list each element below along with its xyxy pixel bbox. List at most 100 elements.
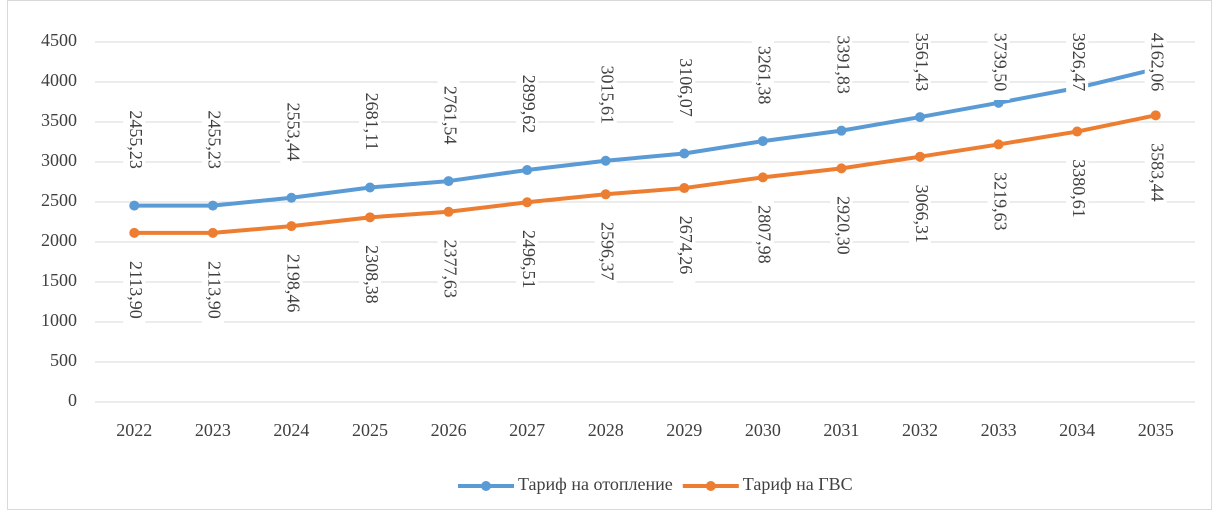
y-tick-label: 1500	[41, 270, 77, 290]
label-background	[830, 187, 853, 264]
series-marker	[522, 197, 533, 208]
x-tick-label: 2034	[1059, 420, 1095, 440]
data-label: 2920,30	[833, 196, 853, 255]
data-label: 2377,63	[440, 240, 460, 299]
x-tick-label: 2028	[588, 420, 624, 440]
label-background	[280, 245, 303, 322]
x-tick-label: 2027	[509, 420, 545, 440]
series-marker	[600, 155, 611, 166]
legend-marker	[705, 481, 716, 491]
series-marker	[365, 212, 375, 223]
data-label: 4162,06	[1148, 33, 1168, 92]
data-label: 3106,07	[676, 58, 696, 117]
data-label: 2596,37	[598, 222, 618, 281]
label-background	[909, 24, 931, 100]
data-label: 2807,98	[755, 205, 775, 264]
data-label: 2761,54	[440, 86, 460, 145]
label-background	[201, 101, 224, 178]
series-line	[134, 113, 1157, 235]
y-tick-label: 2000	[41, 230, 77, 250]
series-marker	[207, 200, 218, 211]
series-marker	[1072, 126, 1083, 137]
series-marker	[207, 227, 218, 238]
x-tick-label: 2026	[431, 420, 467, 440]
y-tick-label: 0	[68, 390, 77, 410]
label-background	[437, 230, 460, 307]
label-background	[673, 207, 696, 284]
y-tick-label: 4000	[41, 70, 77, 90]
x-tick-label: 2035	[1138, 420, 1174, 440]
series-marker	[757, 172, 768, 183]
label-background	[280, 93, 303, 170]
data-label: 3219,63	[990, 172, 1010, 231]
data-label: 3391,83	[833, 35, 853, 94]
data-label: 2308,38	[362, 245, 382, 304]
legend-marker	[481, 481, 491, 491]
data-label: 2113,90	[205, 261, 225, 319]
x-tick-label: 2029	[666, 420, 702, 440]
label-background	[1144, 24, 1167, 100]
label-background	[987, 163, 1010, 240]
y-tick-label: 4500	[41, 30, 77, 50]
label-background	[123, 101, 146, 178]
label-background	[594, 56, 617, 133]
series-marker	[443, 176, 454, 187]
x-tick-label: 2025	[352, 420, 388, 440]
data-label: 2198,46	[283, 254, 303, 313]
data-label: 2455,23	[205, 110, 225, 169]
y-tick-label: 3500	[41, 110, 77, 130]
label-background	[987, 24, 1010, 100]
x-tick-label: 2032	[902, 420, 938, 440]
y-tick-label: 2500	[41, 190, 77, 210]
series-marker	[915, 112, 925, 123]
series-marker	[522, 165, 533, 176]
x-tick-label: 2031	[823, 420, 859, 440]
series-marker	[600, 189, 611, 200]
x-tick-label: 2030	[745, 420, 781, 440]
y-tick-label: 3000	[41, 150, 77, 170]
data-label: 2455,23	[126, 110, 146, 169]
y-tick-label: 500	[50, 350, 77, 370]
series-line	[134, 67, 1157, 208]
legend-label: Тариф на ГВС	[743, 474, 853, 494]
data-label: 2113,90	[126, 261, 146, 319]
label-background	[751, 37, 774, 114]
data-label: 3926,47	[1069, 33, 1089, 92]
series-marker	[757, 136, 768, 147]
series-marker	[993, 139, 1004, 150]
y-tick-label: 1000	[41, 310, 77, 330]
data-label: 2674,26	[676, 216, 696, 275]
series-marker	[286, 192, 297, 203]
label-background	[201, 251, 224, 328]
data-label: 2496,51	[519, 230, 539, 289]
legend-label: Тариф на отопление	[518, 474, 673, 494]
x-tick-label: 2024	[273, 420, 309, 440]
label-background	[123, 251, 146, 328]
data-label: 3066,31	[912, 184, 932, 243]
x-tick-label: 2033	[981, 420, 1017, 440]
series-marker	[993, 97, 1004, 108]
series-marker	[836, 125, 847, 136]
label-background	[1144, 134, 1167, 211]
label-background	[830, 26, 853, 103]
series-marker	[443, 206, 454, 217]
label-background	[594, 213, 617, 290]
data-label: 3015,61	[598, 66, 618, 125]
label-background	[359, 236, 381, 313]
series-marker	[915, 151, 925, 162]
label-background	[437, 77, 460, 154]
label-background	[1066, 24, 1089, 100]
label-background	[1066, 150, 1089, 227]
series-marker	[679, 183, 690, 194]
data-label: 3739,50	[990, 33, 1010, 92]
series-marker	[129, 200, 140, 211]
x-tick-label: 2023	[195, 420, 231, 440]
series-marker	[836, 163, 847, 174]
x-tick-label: 2022	[116, 420, 152, 440]
label-background	[359, 83, 381, 160]
data-label: 3380,61	[1069, 159, 1089, 218]
data-label: 2553,44	[283, 102, 303, 161]
data-label: 3561,43	[912, 33, 932, 92]
data-label: 2899,62	[519, 75, 539, 133]
